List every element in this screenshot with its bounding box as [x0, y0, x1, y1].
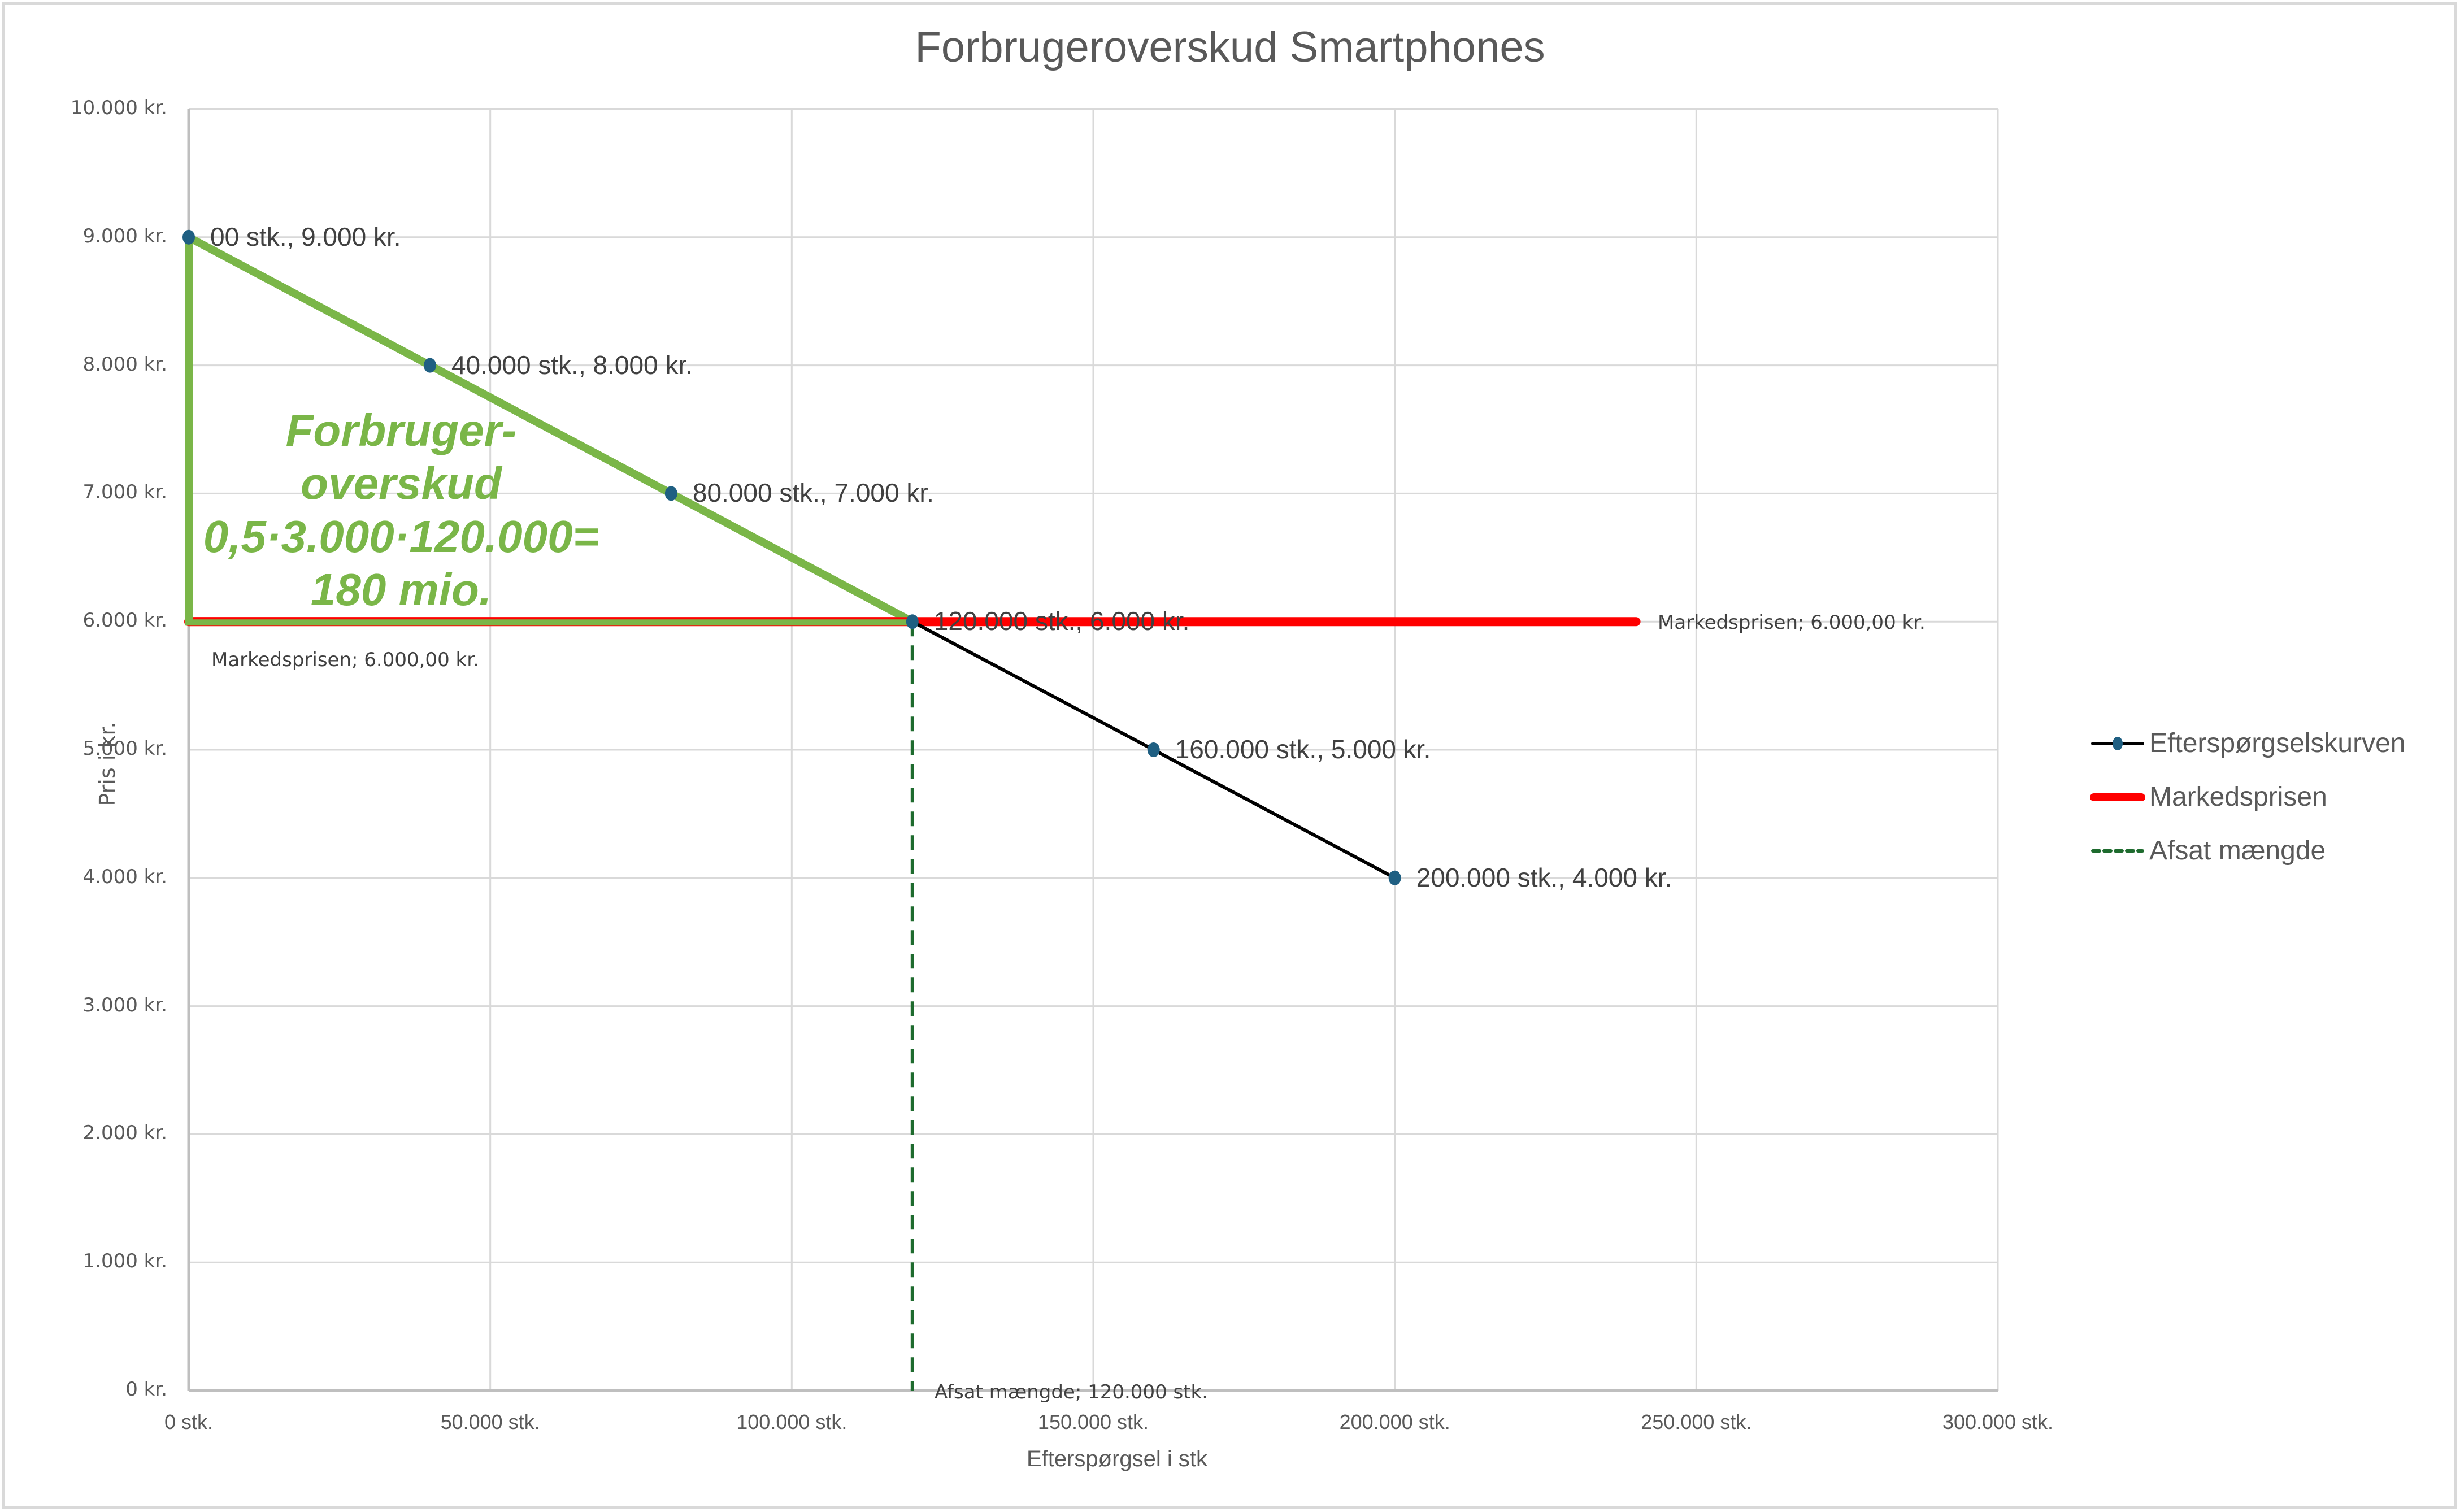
legend-label: Efterspørgselskurven: [2149, 728, 2406, 758]
demand-point-label: 00 stk., 9.000 kr.: [210, 221, 401, 251]
x-tick-label: 100.000 stk.: [736, 1410, 847, 1433]
annotation-line: Forbruger-: [285, 405, 517, 455]
market-price-label: Markedsprisen; 6.000,00 kr.: [211, 649, 479, 671]
demand-point-label: 120.000 stk., 6.000 kr.: [933, 606, 1190, 636]
consumer-surplus-triangle: [185, 231, 915, 626]
legend-item-sold-quantity[interactable]: Afsat mængde: [2090, 824, 2406, 877]
y-tick-label: 7.000 kr.: [82, 481, 168, 504]
y-tick-label: 2.000 kr.: [82, 1122, 168, 1145]
data-point-marker: [664, 486, 677, 501]
demand-point-label: 80.000 stk., 7.000 kr.: [692, 478, 934, 508]
y-tick-label: 5.000 kr.: [82, 737, 168, 760]
x-tick-label: 250.000 stk.: [1641, 1410, 1752, 1433]
annotation-line: 0,5·3.000·120.000=: [203, 511, 599, 562]
data-point-marker: [423, 358, 436, 373]
x-tick-label: 200.000 stk.: [1339, 1410, 1450, 1433]
legend-label: Markedsprisen: [2149, 782, 2327, 812]
x-axis-title: Efterspørgsel i stk: [1026, 1446, 1208, 1471]
chart-title: Forbrugeroverskud Smartphones: [915, 23, 1545, 71]
y-tick-label: 3.000 kr.: [82, 993, 168, 1016]
y-tick-label: 1.000 kr.: [82, 1250, 168, 1273]
data-point-marker: [182, 229, 195, 245]
y-tick-label: 0 kr.: [125, 1378, 167, 1401]
dashed-green-line-icon: [2090, 840, 2145, 862]
demand-point-label: 200.000 stk., 4.000 kr.: [1416, 862, 1672, 892]
demand-point-label: 40.000 stk., 8.000 kr.: [451, 350, 693, 380]
sold-quantity-label: Afsat mængde; 120.000 stk.: [935, 1381, 1209, 1404]
y-tick-label: 8.000 kr.: [82, 353, 168, 376]
data-point-marker: [906, 614, 919, 629]
data-point-marker: [1388, 870, 1401, 885]
legend: Efterspørgselskurven Markedsprisen Afsat…: [2090, 716, 2406, 877]
annotation-line: 180 mio.: [310, 564, 492, 615]
market-price-label: Markedsprisen; 6.000,00 kr.: [1658, 611, 1926, 634]
legend-label: Afsat mængde: [2149, 836, 2326, 866]
y-tick-label: 6.000 kr.: [82, 609, 168, 632]
demand-point-label: 160.000 stk., 5.000 kr.: [1175, 735, 1431, 764]
line-with-marker-icon: [2090, 732, 2145, 755]
x-tick-label: 150.000 stk.: [1037, 1410, 1149, 1433]
y-tick-label: 4.000 kr.: [82, 865, 168, 888]
x-tick-label: 50.000 stk.: [440, 1410, 540, 1433]
x-tick-label: 300.000 stk.: [1942, 1410, 2054, 1433]
data-point-marker: [1147, 742, 1160, 757]
thick-red-line-icon: [2090, 786, 2145, 809]
y-tick-label: 9.000 kr.: [82, 224, 168, 247]
x-tick-label: 0 stk.: [164, 1410, 214, 1433]
y-tick-label: 10.000 kr.: [70, 97, 167, 119]
legend-item-market-price[interactable]: Markedsprisen: [2090, 770, 2406, 824]
y-axis-title: Pris i kr.: [95, 722, 120, 806]
annotation-line: overskud: [301, 458, 502, 509]
consumer-surplus-annotation: Forbruger-overskud 0,5·3.000·120.000= 180 …: [186, 404, 616, 616]
legend-item-demand-curve[interactable]: Efterspørgselskurven: [2090, 716, 2406, 770]
